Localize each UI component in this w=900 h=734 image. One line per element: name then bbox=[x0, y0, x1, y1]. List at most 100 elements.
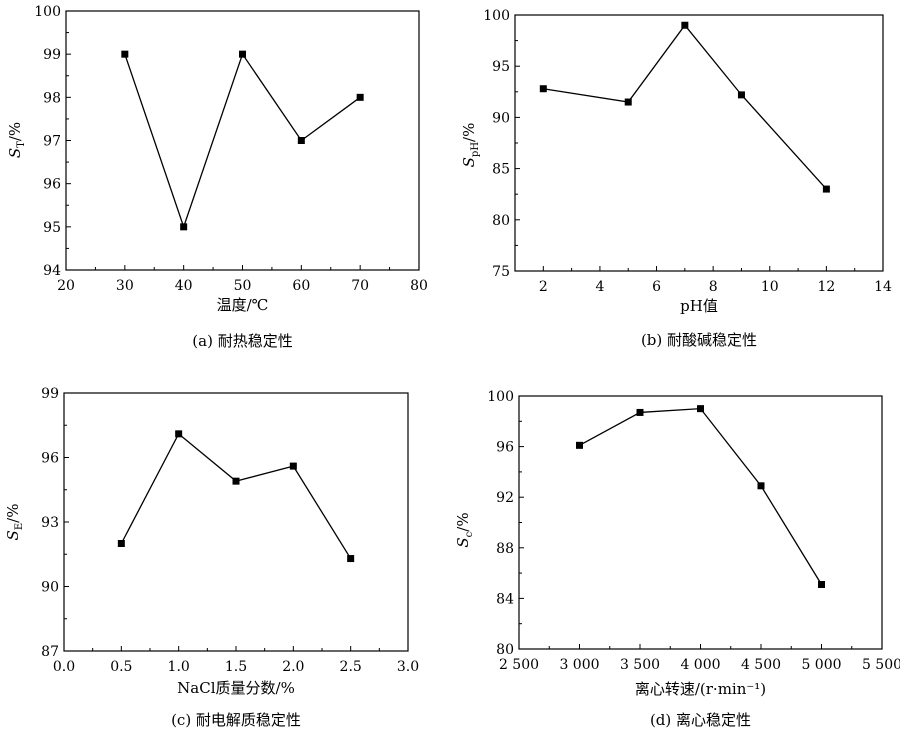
y-tick-label: 87 bbox=[41, 644, 59, 660]
x-tick-label: 4 bbox=[595, 279, 604, 295]
x-tick-label: 80 bbox=[410, 278, 428, 294]
y-tick-label: 95 bbox=[43, 220, 61, 236]
x-axis-label: 温度/℃ bbox=[217, 296, 269, 314]
series-line bbox=[579, 407, 823, 585]
data-point bbox=[117, 540, 125, 547]
x-axis-label: 离心转速/(r·min⁻¹) bbox=[635, 680, 766, 698]
x-tick-label: 20 bbox=[57, 278, 75, 294]
chart-panel-b: 2 4 6 8 10 12 14 75 80 85 90 95 100 pH值 SpH/% (b) 耐酸碱稳定… bbox=[460, 8, 892, 349]
data-point bbox=[636, 408, 644, 416]
y-tick-label: 93 bbox=[41, 515, 59, 531]
y-tick-label: 88 bbox=[496, 541, 514, 557]
y-tick-label: 90 bbox=[41, 580, 59, 596]
y-axis-label-main: S bbox=[6, 148, 24, 158]
x-tick-label: 2.5 bbox=[340, 659, 362, 675]
data-point bbox=[697, 405, 704, 413]
data-point bbox=[180, 223, 188, 231]
panel-caption: (d) 离心稳定性 bbox=[650, 711, 751, 729]
x-tick-label: 70 bbox=[351, 278, 369, 294]
y-axis-label-suffix: /% bbox=[454, 512, 472, 531]
y-tick-label: 75 bbox=[492, 264, 510, 280]
data-point bbox=[818, 580, 825, 588]
chart-panel-d: 2 500 3 000 3 500 4 000 4 500 5 000 5 500 80 84 8… bbox=[454, 389, 900, 729]
y-tick-label: 100 bbox=[483, 8, 510, 24]
x-tick-label: 5 000 bbox=[801, 657, 841, 673]
data-point bbox=[624, 98, 632, 106]
data-point bbox=[356, 93, 364, 101]
series-line bbox=[120, 432, 352, 559]
panel-caption: (b) 耐酸碱稳定性 bbox=[641, 331, 757, 349]
y-axis-label-sub: T bbox=[16, 141, 27, 148]
y-axis-label-sub: E bbox=[14, 523, 25, 530]
x-tick-label: 60 bbox=[292, 278, 310, 294]
y-tick-label: 95 bbox=[492, 59, 510, 75]
panel-caption: (a) 耐热稳定性 bbox=[192, 332, 292, 350]
y-axis-label-sub: c bbox=[464, 531, 475, 537]
y-tick-label: 98 bbox=[43, 90, 61, 106]
data-point bbox=[121, 50, 129, 58]
y-axis-label-suffix: /% bbox=[4, 504, 22, 523]
y-tick-label: 99 bbox=[41, 386, 59, 402]
y-tick-label: 99 bbox=[43, 47, 61, 63]
y-tick-label: 80 bbox=[496, 642, 514, 658]
data-point bbox=[539, 85, 547, 93]
data-point bbox=[681, 21, 689, 29]
y-tick-label: 94 bbox=[43, 263, 61, 279]
data-point bbox=[347, 555, 355, 563]
x-tick-label: 4 500 bbox=[741, 657, 781, 673]
x-tick-label: 2 bbox=[539, 279, 548, 295]
x-axis-label: NaCl质量分数/% bbox=[177, 679, 295, 697]
x-tick-label: 3 500 bbox=[620, 657, 660, 673]
data-point bbox=[289, 462, 297, 470]
y-tick-label: 96 bbox=[43, 177, 61, 193]
y-tick-label: 85 bbox=[492, 162, 510, 178]
y-tick-label: 84 bbox=[496, 591, 514, 607]
y-axis-label: SpH/% bbox=[460, 123, 481, 168]
y-tick-label: 96 bbox=[496, 440, 514, 456]
y-tick-label: 100 bbox=[34, 4, 61, 20]
data-point bbox=[175, 430, 183, 438]
series-line bbox=[124, 52, 361, 229]
data-point bbox=[822, 185, 830, 193]
data-point bbox=[232, 477, 240, 485]
x-tick-label: 12 bbox=[817, 279, 835, 295]
x-tick-label: 3 000 bbox=[559, 657, 599, 673]
data-point bbox=[239, 50, 246, 58]
data-point bbox=[757, 482, 765, 490]
x-tick-label: 10 bbox=[761, 279, 779, 295]
plot-frame bbox=[514, 14, 884, 272]
x-tick-label: 50 bbox=[234, 278, 252, 294]
panel-caption: (c) 耐电解质稳定性 bbox=[171, 711, 301, 729]
plot-frame bbox=[63, 392, 409, 652]
x-tick-label: 0.5 bbox=[110, 659, 132, 675]
y-axis-label-main: S bbox=[454, 537, 472, 547]
chart-panel-a: 20 30 40 50 60 70 80 94 95 96 97 98 99 100 温度/℃ ST/% (a)… bbox=[6, 4, 428, 350]
x-tick-label: 0.0 bbox=[53, 659, 75, 675]
x-tick-label: 1.0 bbox=[168, 659, 190, 675]
y-tick-label: 90 bbox=[492, 110, 510, 126]
y-tick-label: 100 bbox=[487, 389, 514, 405]
y-axis-label-suffix: /% bbox=[6, 122, 24, 141]
y-axis-label-suffix: /% bbox=[460, 123, 478, 142]
x-tick-label: 2.0 bbox=[282, 659, 304, 675]
y-tick-label: 92 bbox=[496, 490, 514, 506]
data-point bbox=[737, 91, 745, 99]
x-tick-label: 3.0 bbox=[397, 659, 419, 675]
x-tick-label: 8 bbox=[709, 279, 718, 295]
series-line bbox=[543, 24, 827, 190]
data-point bbox=[297, 137, 305, 144]
y-tick-label: 97 bbox=[43, 134, 61, 150]
x-tick-label: 14 bbox=[874, 279, 892, 295]
y-axis-label: ST/% bbox=[6, 122, 27, 158]
plot-frame bbox=[518, 395, 883, 650]
y-axis-label-sub: pH bbox=[470, 142, 481, 157]
y-axis-label: SE/% bbox=[4, 504, 25, 541]
y-axis-label-main: S bbox=[4, 530, 22, 540]
x-tick-label: 5 500 bbox=[862, 657, 900, 673]
x-tick-label: 6 bbox=[652, 279, 661, 295]
x-tick-label: 2 500 bbox=[499, 657, 539, 673]
y-tick-label: 96 bbox=[41, 451, 59, 467]
y-tick-label: 80 bbox=[492, 213, 510, 229]
x-axis-label: pH值 bbox=[680, 297, 718, 315]
